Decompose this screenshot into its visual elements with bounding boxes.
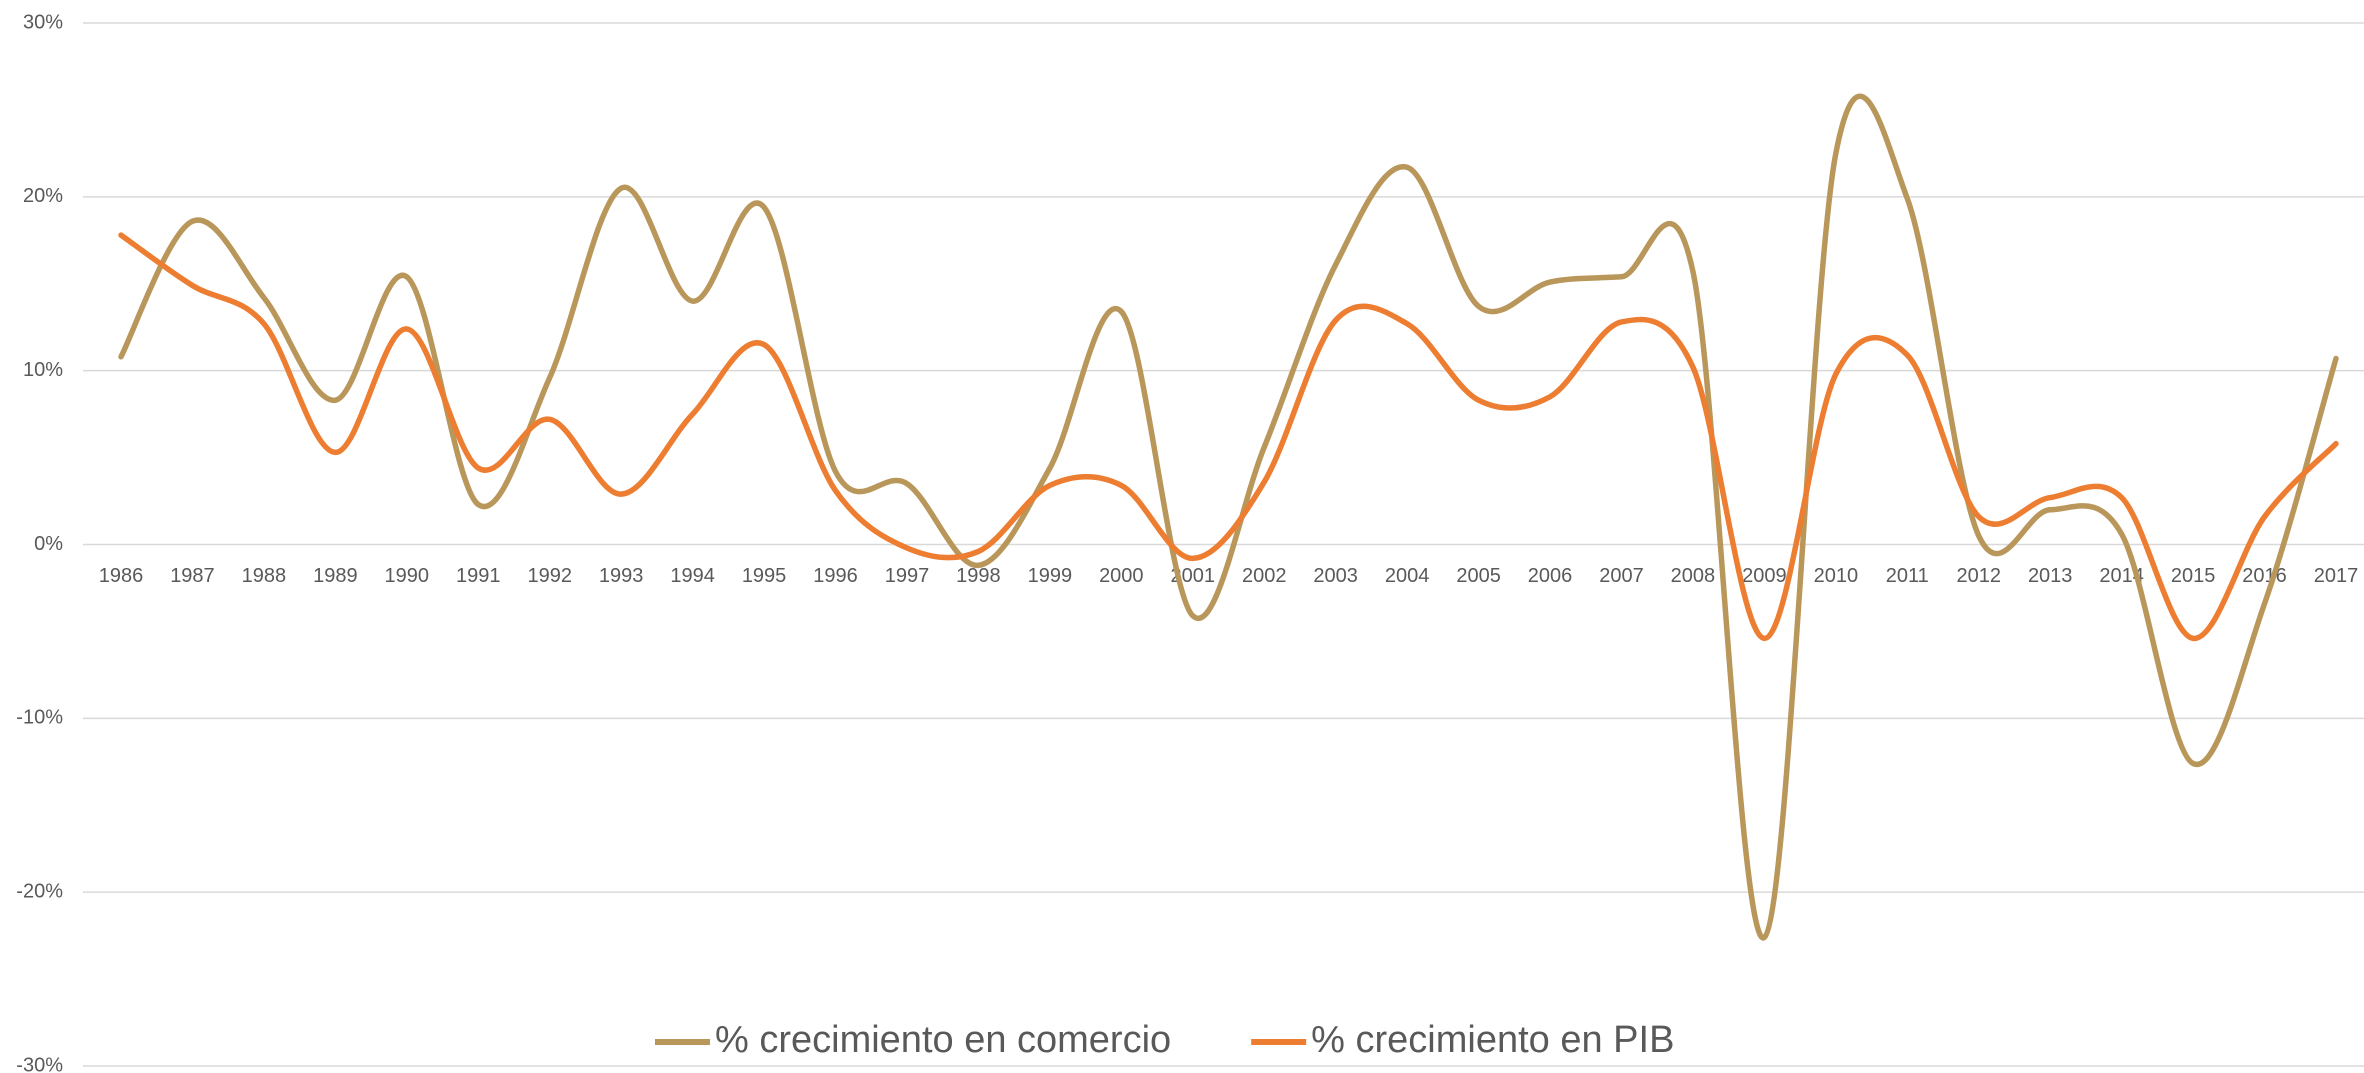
x-tick-label: 2000 bbox=[1099, 565, 1144, 587]
y-tick-label: 0% bbox=[34, 533, 63, 555]
x-tick-label: 1993 bbox=[599, 565, 644, 587]
x-tick-label: 1995 bbox=[742, 565, 787, 587]
x-tick-label: 1988 bbox=[242, 565, 287, 587]
x-tick-label: 1999 bbox=[1028, 565, 1073, 587]
x-tick-label: 2005 bbox=[1456, 565, 1501, 587]
x-tick-label: 1989 bbox=[313, 565, 358, 587]
x-tick-label: 1994 bbox=[670, 565, 715, 587]
x-tick-label: 1997 bbox=[885, 565, 930, 587]
x-tick-label: 2009 bbox=[1742, 565, 1787, 587]
x-tick-label: 2004 bbox=[1385, 565, 1430, 587]
y-tick-label: -20% bbox=[16, 880, 63, 902]
x-tick-label: 1998 bbox=[956, 565, 1001, 587]
x-tick-label: 2017 bbox=[2314, 565, 2359, 587]
series-line bbox=[118, 93, 2339, 941]
x-tick-label: 2007 bbox=[1599, 565, 1644, 587]
x-tick-label: 2002 bbox=[1242, 565, 1287, 587]
y-tick-label: -30% bbox=[16, 1054, 63, 1073]
x-tick-label: 2012 bbox=[1956, 565, 2001, 587]
y-tick-label: -10% bbox=[16, 707, 63, 729]
x-tick-label: 2016 bbox=[2242, 565, 2287, 587]
x-tick-label: 2015 bbox=[2171, 565, 2216, 587]
y-tick-label: 20% bbox=[23, 185, 63, 207]
x-tick-label: 2008 bbox=[1671, 565, 1716, 587]
y-tick-label: 30% bbox=[23, 11, 63, 33]
series-line bbox=[118, 232, 2339, 642]
x-tick-label: 2006 bbox=[1528, 565, 1573, 587]
legend: % crecimiento en comercio % crecimiento e… bbox=[655, 1019, 1674, 1061]
x-tick-label: 1987 bbox=[170, 565, 215, 587]
x-tick-label: 1986 bbox=[99, 565, 144, 587]
x-tick-label: 1992 bbox=[527, 565, 572, 587]
x-tick-label: 1991 bbox=[456, 565, 501, 587]
legend-label: % crecimiento en comercio bbox=[715, 1019, 1171, 1061]
x-tick-label: 1990 bbox=[385, 565, 430, 587]
x-tick-label: 1996 bbox=[813, 565, 858, 587]
x-tick-label: 2003 bbox=[1313, 565, 1358, 587]
x-tick-label: 2013 bbox=[2028, 565, 2073, 587]
y-tick-label: 10% bbox=[23, 359, 63, 381]
legend-label: % crecimiento en PIB bbox=[1311, 1019, 1674, 1061]
x-tick-label: 2011 bbox=[1886, 565, 1929, 587]
x-tick-label: 2010 bbox=[1814, 565, 1859, 587]
